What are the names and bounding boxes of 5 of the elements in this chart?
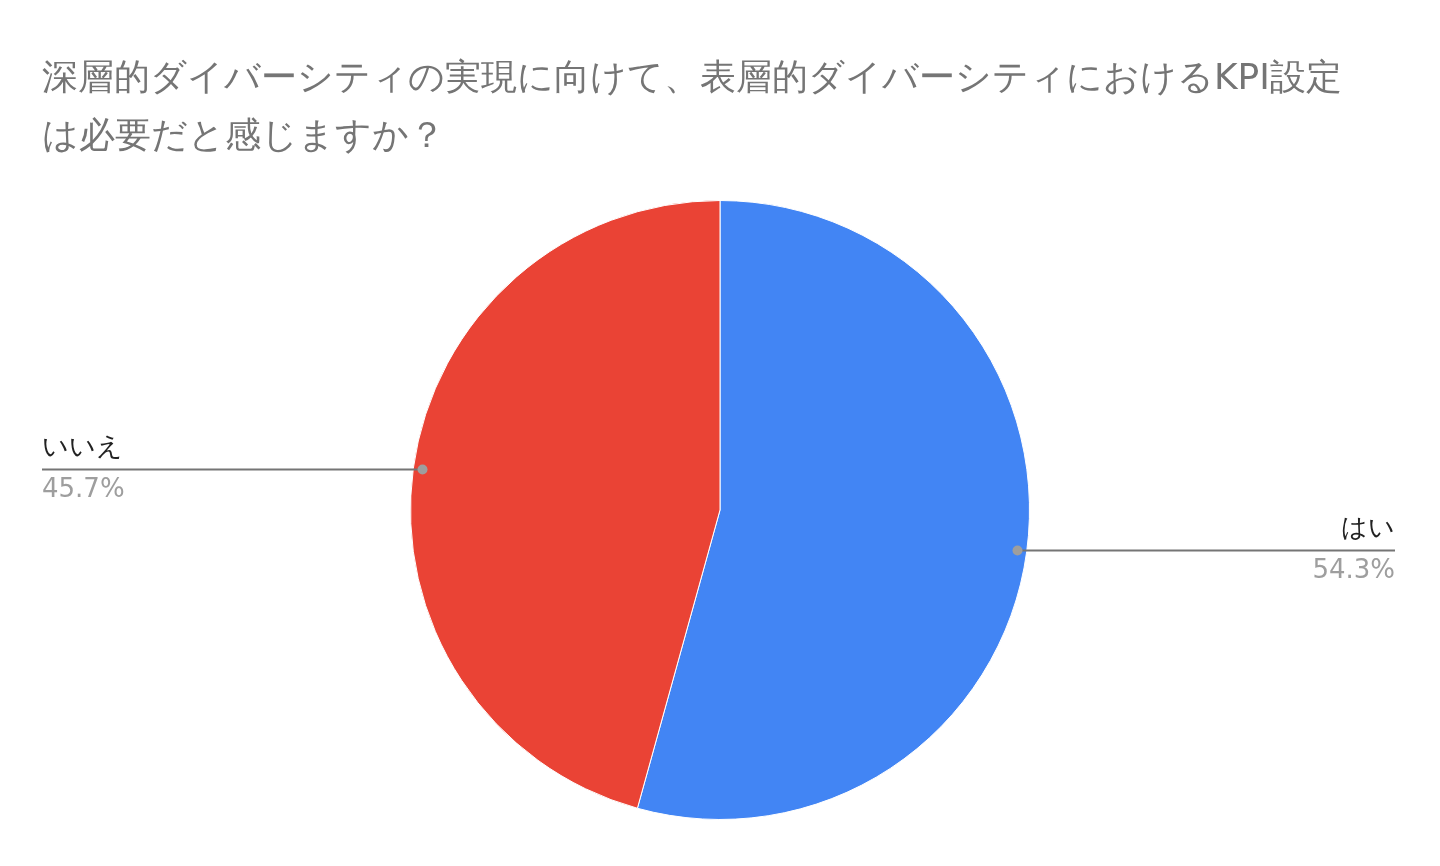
data-label: 45.7% <box>42 473 125 504</box>
slice-label: いいえ <box>42 431 123 462</box>
slice-label: はい <box>1341 512 1395 543</box>
chart-title: 深層的ダイバーシティの実現に向けて、表層的ダイバーシティにおけるKPI設定は必要だと感じますか？ <box>42 55 1343 157</box>
data-label: 54.3% <box>1312 554 1395 585</box>
